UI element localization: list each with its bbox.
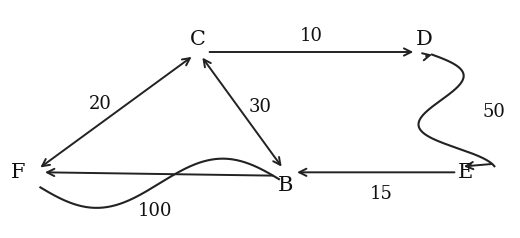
Text: 10: 10 (300, 27, 323, 45)
Text: 50: 50 (483, 103, 505, 121)
Text: 30: 30 (249, 98, 271, 116)
Text: D: D (416, 30, 433, 49)
Text: C: C (190, 30, 206, 49)
Text: 100: 100 (137, 202, 172, 220)
Text: F: F (11, 163, 25, 182)
Text: 15: 15 (369, 185, 392, 203)
Text: B: B (278, 177, 293, 195)
Text: 20: 20 (89, 95, 112, 113)
Text: E: E (458, 163, 473, 182)
